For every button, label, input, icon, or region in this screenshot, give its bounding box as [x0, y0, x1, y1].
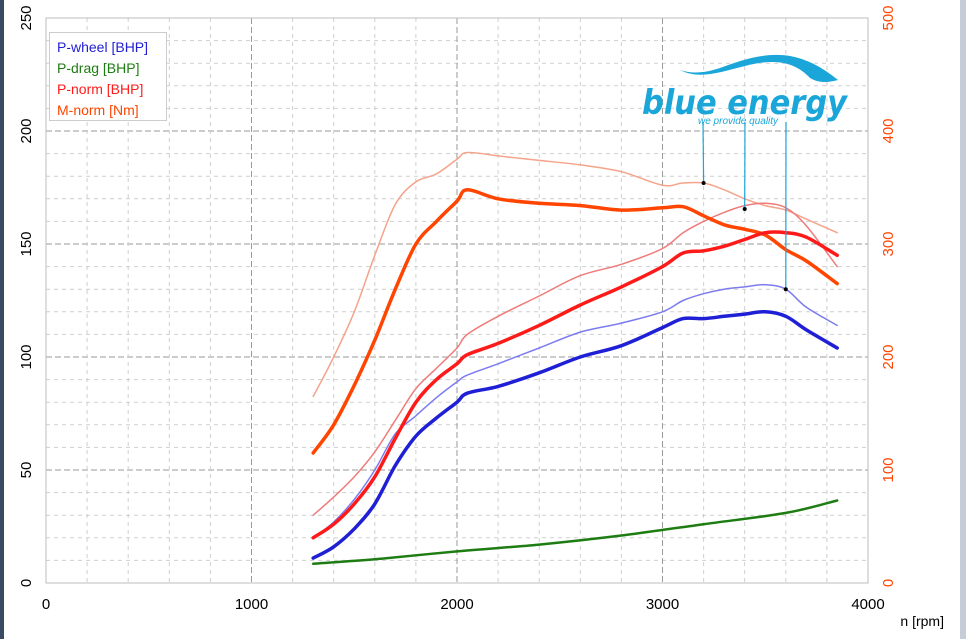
- series-line-p-wheel-bhp: [311, 310, 839, 560]
- annotation-leader-line: [702, 121, 705, 183]
- logo-swoosh: [680, 54, 838, 82]
- y-right-tick-label: 500: [880, 5, 897, 30]
- chart-annotations: [701, 121, 788, 292]
- series-line-reference-6: [312, 151, 838, 398]
- series-line-reference-5: [312, 202, 838, 516]
- series-line-m-norm-nm: [311, 188, 839, 455]
- series-line-p-drag-bhp: [311, 499, 839, 566]
- legend-item-m-norm: M-norm [Nm]: [57, 102, 139, 118]
- logo-tagline: we provide quality: [698, 116, 779, 127]
- x-tick-label: 2000: [440, 596, 473, 613]
- y-right-tick-label: 300: [880, 231, 897, 256]
- y-left-tick-label: 50: [18, 462, 35, 479]
- x-axis-title: n [rpm]: [900, 613, 944, 629]
- plot-border: [45, 17, 869, 584]
- chart-axes: 0 50 100 150 200 250 0 100 200 300 400 500 0 1000 2000…: [18, 5, 944, 629]
- y-right-tick-label: 400: [880, 118, 897, 143]
- y-left-tick-label: 150: [18, 231, 35, 256]
- y-right-tick-label: 100: [880, 457, 897, 482]
- x-tick-label: 1000: [235, 596, 268, 613]
- series-line-p-norm-bhp: [311, 230, 839, 540]
- y-right-tick-label: 0: [880, 579, 897, 587]
- chart-series: [311, 151, 839, 566]
- y-left-tick-label: 0: [18, 579, 35, 587]
- annotation-marker: [701, 180, 706, 185]
- y-right-tick-label: 200: [880, 344, 897, 369]
- logo-text: blue energy: [642, 83, 849, 123]
- legend-item-p-norm: P-norm [BHP]: [57, 81, 144, 97]
- annotation-marker: [783, 287, 788, 292]
- legend-item-p-drag: P-drag [BHP]: [57, 60, 140, 76]
- x-tick-label: 3000: [646, 596, 679, 613]
- chart-legend: P-wheel [BHP] P-drag [BHP] P-norm [BHP] …: [49, 32, 167, 121]
- y-left-tick-label: 100: [18, 344, 35, 369]
- y-left-tick-label: 200: [18, 118, 35, 143]
- annotation-marker: [742, 206, 747, 211]
- window-right-edge: [960, 0, 966, 639]
- series-line-reference-4: [312, 283, 838, 539]
- y-left-tick-label: 250: [18, 5, 35, 30]
- x-tick-label: 0: [42, 596, 50, 613]
- x-tick-label: 4000: [851, 596, 884, 613]
- legend-item-p-wheel: P-wheel [BHP]: [57, 39, 149, 55]
- window-left-edge: [0, 0, 4, 639]
